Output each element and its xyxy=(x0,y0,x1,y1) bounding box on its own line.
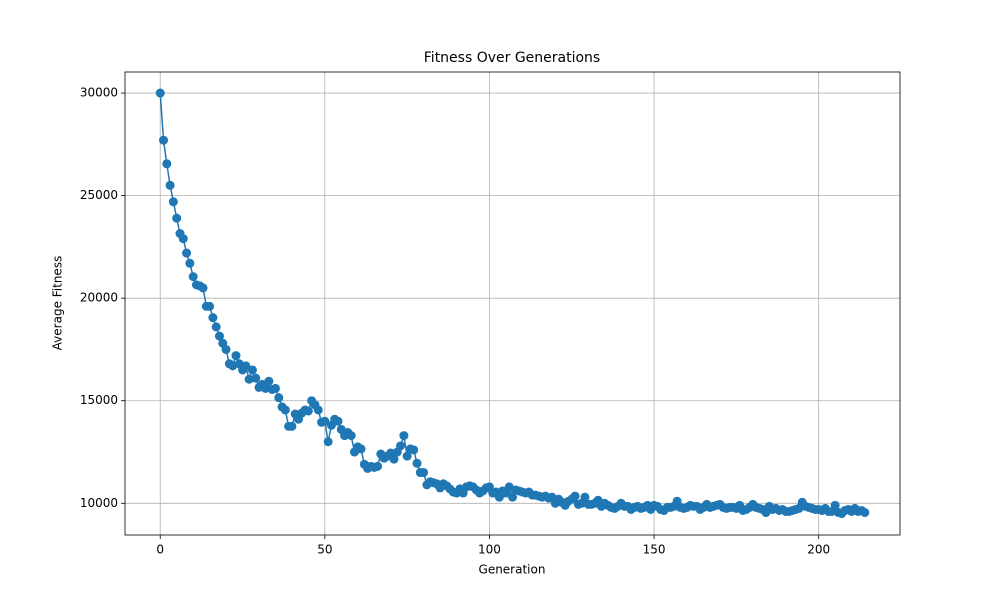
data-point xyxy=(396,441,406,451)
data-point xyxy=(830,500,840,510)
data-point xyxy=(168,197,178,207)
data-point xyxy=(287,421,297,431)
data-point xyxy=(409,445,419,455)
y-tick-label: 25000 xyxy=(80,188,118,202)
data-point xyxy=(356,444,366,454)
data-point xyxy=(580,492,590,502)
data-point xyxy=(274,393,284,403)
data-point xyxy=(214,331,224,341)
data-point xyxy=(188,272,198,282)
data-point xyxy=(419,468,429,478)
data-point xyxy=(389,454,399,464)
data-point xyxy=(261,383,271,393)
data-point xyxy=(280,405,290,415)
data-point xyxy=(323,437,333,447)
data-point xyxy=(198,283,208,293)
data-point xyxy=(244,374,254,384)
plot-frame xyxy=(124,71,901,536)
y-tick-label: 10000 xyxy=(80,496,118,510)
data-point xyxy=(205,301,215,311)
data-point xyxy=(211,322,221,332)
data-point xyxy=(346,431,356,441)
data-point xyxy=(178,234,188,244)
data-point xyxy=(208,313,218,323)
data-point xyxy=(185,258,195,268)
data-point xyxy=(159,135,169,145)
data-point xyxy=(155,88,165,98)
y-tick-label: 30000 xyxy=(80,86,118,100)
x-tick-label: 150 xyxy=(643,543,666,557)
chart-title: Fitness Over Generations xyxy=(424,50,600,66)
y-tick-label: 20000 xyxy=(80,291,118,305)
data-point xyxy=(402,451,412,461)
data-point xyxy=(264,376,274,386)
data-point xyxy=(860,508,870,518)
data-point xyxy=(165,180,175,190)
x-tick-label: 100 xyxy=(478,543,501,557)
data-point xyxy=(399,431,409,441)
x-tick-label: 200 xyxy=(807,543,830,557)
data-point xyxy=(412,458,422,468)
data-point xyxy=(172,213,182,223)
data-point xyxy=(251,373,261,383)
data-point xyxy=(247,365,257,375)
data-point xyxy=(508,492,517,502)
data-point xyxy=(270,383,280,393)
y-tick-label: 15000 xyxy=(80,393,118,407)
data-point xyxy=(320,416,330,426)
data-point xyxy=(231,351,241,361)
data-point xyxy=(221,344,231,354)
data-point xyxy=(570,491,580,501)
data-point xyxy=(162,159,172,169)
data-point xyxy=(313,405,323,415)
y-axis-label: Average Fitness xyxy=(51,256,65,351)
x-axis-label: Generation xyxy=(479,563,546,577)
data-point xyxy=(182,248,192,258)
x-tick-label: 50 xyxy=(317,543,332,557)
data-point xyxy=(303,406,313,416)
data-point xyxy=(373,461,383,471)
x-tick-label: 0 xyxy=(156,543,164,557)
data-point xyxy=(333,416,343,426)
data-point xyxy=(241,361,251,371)
